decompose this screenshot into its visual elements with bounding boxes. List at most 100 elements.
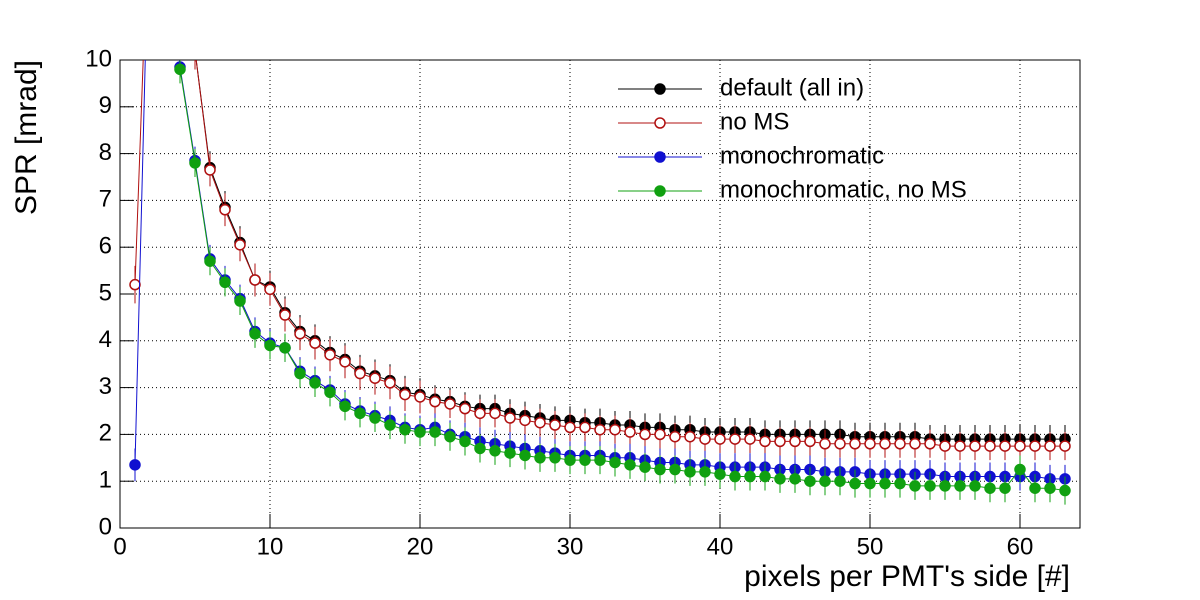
x-tick-label: 10 — [257, 533, 284, 560]
marker — [474, 442, 486, 455]
marker — [654, 463, 666, 476]
marker — [399, 388, 411, 401]
marker — [1029, 482, 1041, 494]
legend-entry: monochromatic, no MS — [618, 176, 967, 203]
marker — [834, 438, 846, 450]
marker — [804, 435, 816, 448]
marker — [564, 421, 576, 434]
marker — [804, 475, 816, 487]
marker — [909, 480, 921, 492]
marker — [849, 477, 861, 490]
marker — [1059, 440, 1071, 452]
marker — [939, 440, 951, 452]
marker — [279, 342, 291, 354]
marker — [894, 477, 906, 490]
y-tick-label: 8 — [99, 139, 112, 166]
marker — [369, 412, 381, 424]
marker — [489, 407, 501, 420]
marker — [969, 440, 981, 452]
marker — [1044, 440, 1056, 452]
marker — [699, 466, 711, 478]
marker — [759, 470, 771, 483]
legend-label: monochromatic — [720, 142, 884, 169]
y-axis-label: SPR [mrad] — [10, 60, 43, 215]
x-tick-label: 20 — [407, 533, 434, 560]
marker — [414, 426, 426, 438]
marker — [549, 452, 561, 464]
marker — [609, 456, 621, 469]
marker — [384, 419, 396, 431]
legend-entry: default (all in) — [618, 74, 864, 101]
legend-label: default (all in) — [720, 74, 864, 101]
marker — [969, 480, 981, 492]
marker — [444, 430, 456, 443]
marker — [744, 433, 756, 445]
marker — [924, 438, 936, 450]
y-tick-label: 6 — [99, 233, 112, 260]
x-tick-label: 30 — [557, 533, 584, 560]
y-tick-label: 7 — [99, 186, 112, 213]
y-tick-label: 5 — [99, 279, 112, 306]
marker — [354, 367, 366, 380]
marker — [504, 447, 516, 459]
marker — [549, 419, 561, 431]
marker — [714, 468, 726, 480]
marker — [954, 480, 966, 492]
marker — [789, 435, 801, 448]
x-tick-label: 0 — [113, 533, 126, 560]
marker — [834, 475, 846, 487]
marker — [219, 276, 231, 289]
marker — [414, 391, 426, 403]
x-tick-label: 40 — [707, 533, 734, 560]
marker — [894, 438, 906, 450]
marker — [519, 414, 531, 427]
marker — [534, 452, 546, 464]
legend-label: no MS — [720, 108, 789, 135]
marker — [774, 435, 786, 448]
marker — [459, 402, 471, 415]
marker — [489, 445, 501, 457]
y-tick-label: 9 — [99, 92, 112, 119]
marker — [819, 438, 831, 450]
marker — [1059, 484, 1071, 497]
marker — [129, 459, 141, 471]
marker — [864, 477, 876, 490]
marker — [294, 328, 306, 340]
marker — [519, 449, 531, 462]
y-tick-label: 10 — [85, 45, 112, 72]
marker — [324, 349, 336, 361]
y-tick-label: 2 — [99, 420, 112, 447]
marker — [924, 480, 936, 492]
y-tick-label: 1 — [99, 467, 112, 494]
marker — [444, 398, 456, 410]
marker — [864, 438, 876, 450]
marker — [504, 412, 516, 424]
legend-marker — [654, 83, 666, 95]
legend-marker — [654, 151, 666, 163]
marker — [879, 438, 891, 450]
marker — [609, 423, 621, 436]
y-tick-label: 0 — [99, 513, 112, 540]
marker — [1044, 482, 1056, 494]
marker — [384, 377, 396, 389]
marker — [309, 377, 321, 389]
marker — [189, 157, 201, 169]
marker — [354, 407, 366, 420]
legend-marker — [654, 117, 666, 129]
legend-marker — [654, 185, 666, 197]
marker — [699, 433, 711, 445]
marker — [669, 463, 681, 476]
marker — [984, 482, 996, 494]
marker — [579, 454, 591, 466]
x-axis-label: pixels per PMT's side [#] — [744, 560, 1070, 593]
marker — [309, 337, 321, 349]
marker — [744, 470, 756, 483]
marker — [429, 395, 441, 408]
marker — [954, 440, 966, 452]
marker — [624, 426, 636, 438]
marker — [849, 438, 861, 450]
marker — [249, 328, 261, 340]
marker — [759, 435, 771, 448]
marker — [264, 339, 276, 352]
legend-entry: no MS — [618, 108, 789, 135]
